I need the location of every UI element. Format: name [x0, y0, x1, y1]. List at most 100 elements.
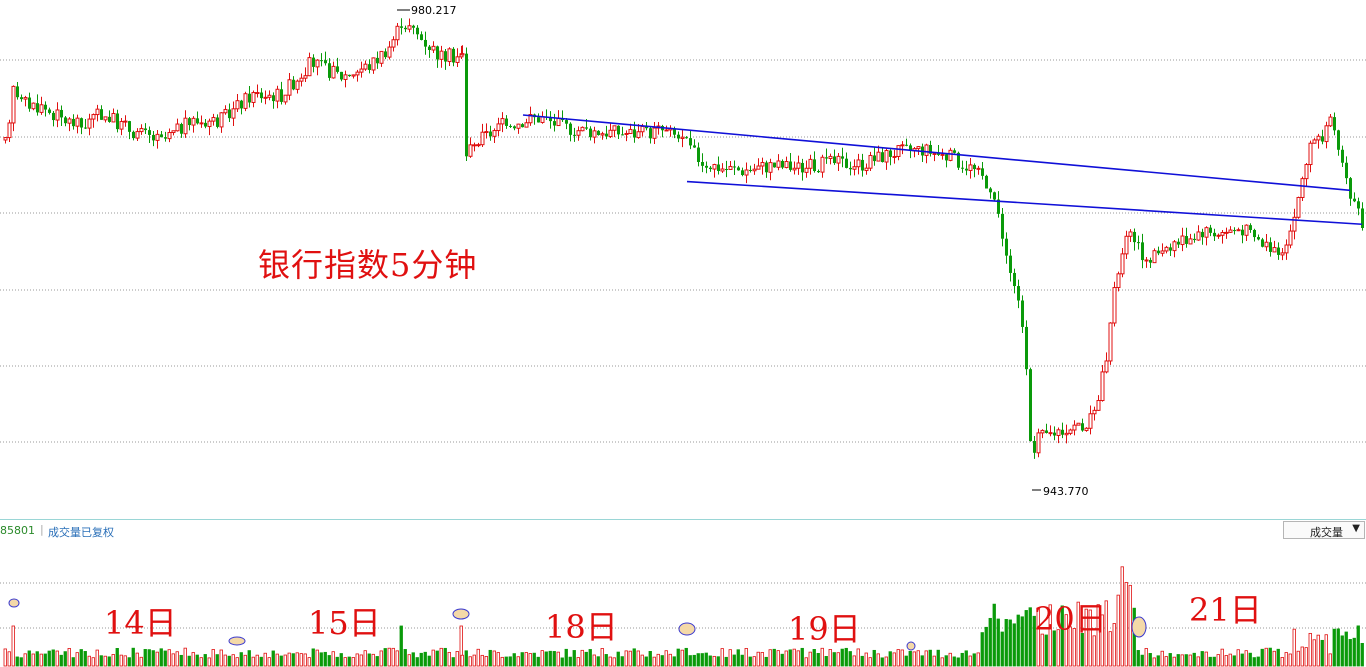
candle-body-up [395, 25, 400, 41]
volume-bar-up [1152, 657, 1156, 667]
volume-bar-down [83, 651, 87, 667]
candle-body-down [260, 92, 263, 99]
volume-bar-up [776, 650, 780, 667]
candle-body-up [387, 46, 392, 58]
candle-body-down [985, 175, 988, 189]
volume-bar-down [335, 656, 339, 667]
volume-bar-down [596, 656, 600, 667]
candle-body-down [633, 129, 636, 138]
candle-body-up [1064, 432, 1069, 436]
volume-bar-up [387, 647, 391, 667]
candle-body-up [744, 169, 749, 176]
candle-body-down [677, 134, 680, 139]
candle-body-up [1084, 427, 1089, 432]
volume-bar-up [287, 652, 291, 667]
volume-bar-down [1032, 615, 1036, 667]
volume-bar-up [940, 657, 944, 667]
volume-bar-down [415, 657, 419, 667]
volume-bar-up [211, 649, 215, 667]
candle-body-down [1025, 326, 1028, 370]
volume-bar-up [580, 649, 584, 667]
volume-bar-up [1236, 649, 1240, 667]
volume-bar-up [255, 654, 259, 667]
volume-bar-down [187, 655, 191, 667]
candle-body-down [16, 86, 19, 98]
volume-highlights [8, 598, 1147, 651]
volume-bar-up [664, 650, 668, 667]
candle-body-down [1017, 286, 1020, 301]
candle-body-down [384, 51, 387, 58]
volume-bar-down [1004, 619, 1008, 667]
candle-body-up [55, 109, 60, 121]
candle-body-down [248, 93, 251, 103]
volume-bar-down [504, 656, 508, 667]
candle-body-up [11, 85, 16, 124]
candle-body-up [1036, 432, 1041, 454]
volume-bar-down [1184, 654, 1188, 667]
candle-body-down [132, 131, 135, 139]
candle-body-down [521, 124, 524, 128]
candle-body-down [312, 57, 315, 67]
candle-body-up [968, 164, 973, 171]
candle-body-down [1269, 242, 1272, 252]
day-label-14: 14日 [104, 604, 177, 642]
volume-bar-up [1048, 604, 1052, 667]
volume-bar-up [379, 650, 383, 667]
volume-bar-up [231, 654, 235, 667]
candle-body-up [243, 93, 248, 109]
volume-bar-down [644, 656, 648, 667]
candle-body-down [116, 113, 119, 130]
candle-body-up [884, 149, 889, 163]
volume-bar-down [239, 652, 243, 667]
volume-bar-down [848, 651, 852, 667]
candle-body-down [452, 48, 455, 63]
volume-panel-header: 85801 | 成交量已复权 成交量 ▼ [0, 519, 1366, 541]
candle-body-down [1333, 117, 1336, 131]
candle-body-up [784, 161, 789, 169]
candle-body-down [617, 125, 620, 135]
candle-body-down [1361, 208, 1364, 228]
volume-bar-down [71, 657, 75, 667]
candle-body-up [1328, 116, 1333, 127]
volume-bar-down [536, 656, 540, 667]
volume-bar-up [183, 647, 187, 667]
candle-body-up [1280, 252, 1285, 256]
candle-body-up [1312, 139, 1317, 144]
volume-bar-down [1044, 634, 1048, 667]
candle-body-up [516, 123, 521, 129]
volume-bar-up [31, 653, 35, 667]
volume-bar-up [267, 657, 271, 667]
candle-body-down [825, 157, 828, 159]
candle-body-down [549, 117, 552, 122]
volume-bar-down [443, 647, 447, 667]
volume-bar-down [736, 649, 740, 667]
volume-bar-up [1300, 646, 1304, 667]
candle-body-down [1233, 230, 1236, 232]
candle-body-down [80, 118, 83, 128]
candle-body-down [204, 122, 207, 127]
volume-highlight [906, 641, 916, 651]
candle-body-down [789, 161, 792, 170]
candle-body-down [981, 168, 984, 176]
volume-bar-down [860, 655, 864, 667]
volume-bar-down [888, 651, 892, 667]
volume-bar-down [1192, 652, 1196, 667]
volume-bar-down [1320, 639, 1324, 667]
candle-body-up [439, 50, 444, 60]
candle-body-up [1308, 142, 1313, 166]
volume-bar-up [1272, 650, 1276, 667]
volume-bar-down [227, 655, 231, 667]
volume-bar-down [780, 653, 784, 667]
candle-body-up [263, 96, 268, 99]
volume-bar-up [852, 655, 856, 667]
candle-body-up [940, 153, 945, 156]
volume-bar-up [916, 650, 920, 667]
candle-body-down [597, 130, 600, 136]
volume-bar-down [1352, 637, 1356, 667]
candle-series [3, 18, 1364, 459]
volume-bar-up [680, 649, 684, 667]
volume-bar-up [1244, 650, 1248, 667]
volume-bar-down [195, 654, 199, 667]
candle-body-up [119, 121, 124, 130]
indicator-selector[interactable]: 成交量 ▼ [1283, 521, 1365, 539]
